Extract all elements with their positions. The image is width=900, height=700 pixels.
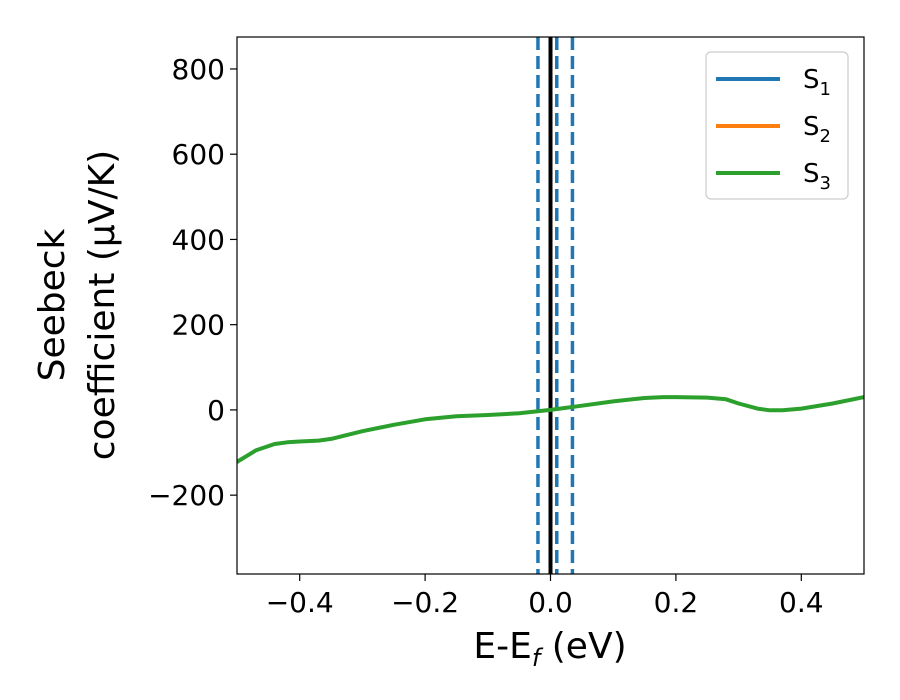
legend-label-s3: S3 [803,159,831,194]
series-lines [237,395,864,464]
x-tick-label: 0.4 [779,586,824,619]
x-axis-label: E-Ef (eV) [473,626,626,672]
y-tick-label: 400 [172,223,225,256]
y-tick-label: 600 [172,138,225,171]
series-line-s3 [237,395,864,464]
x-tick-label: −0.2 [391,586,459,619]
x-tick-label: −0.4 [266,586,334,619]
legend-label-s2: S2 [803,112,831,147]
y-tick-label: −200 [148,479,225,512]
vertical-reference-lines [536,37,575,574]
y-axis: −200 0 200 400 600 800 [148,53,237,512]
y-tick-label: 800 [172,53,225,86]
y-tick-label: 200 [172,309,225,342]
y-tick-label: 0 [207,394,225,427]
legend-label-s1: S1 [803,65,831,100]
x-axis: −0.4 −0.2 0.0 0.2 0.4 [266,574,824,619]
legend: S1 S2 S3 [705,51,849,200]
y-axis-label-line-1: Seebeck [32,228,73,381]
y-axis-label-line-2: coefficient (μV/K) [82,150,123,460]
x-tick-label: 0.0 [528,586,573,619]
x-tick-label: 0.2 [654,586,699,619]
